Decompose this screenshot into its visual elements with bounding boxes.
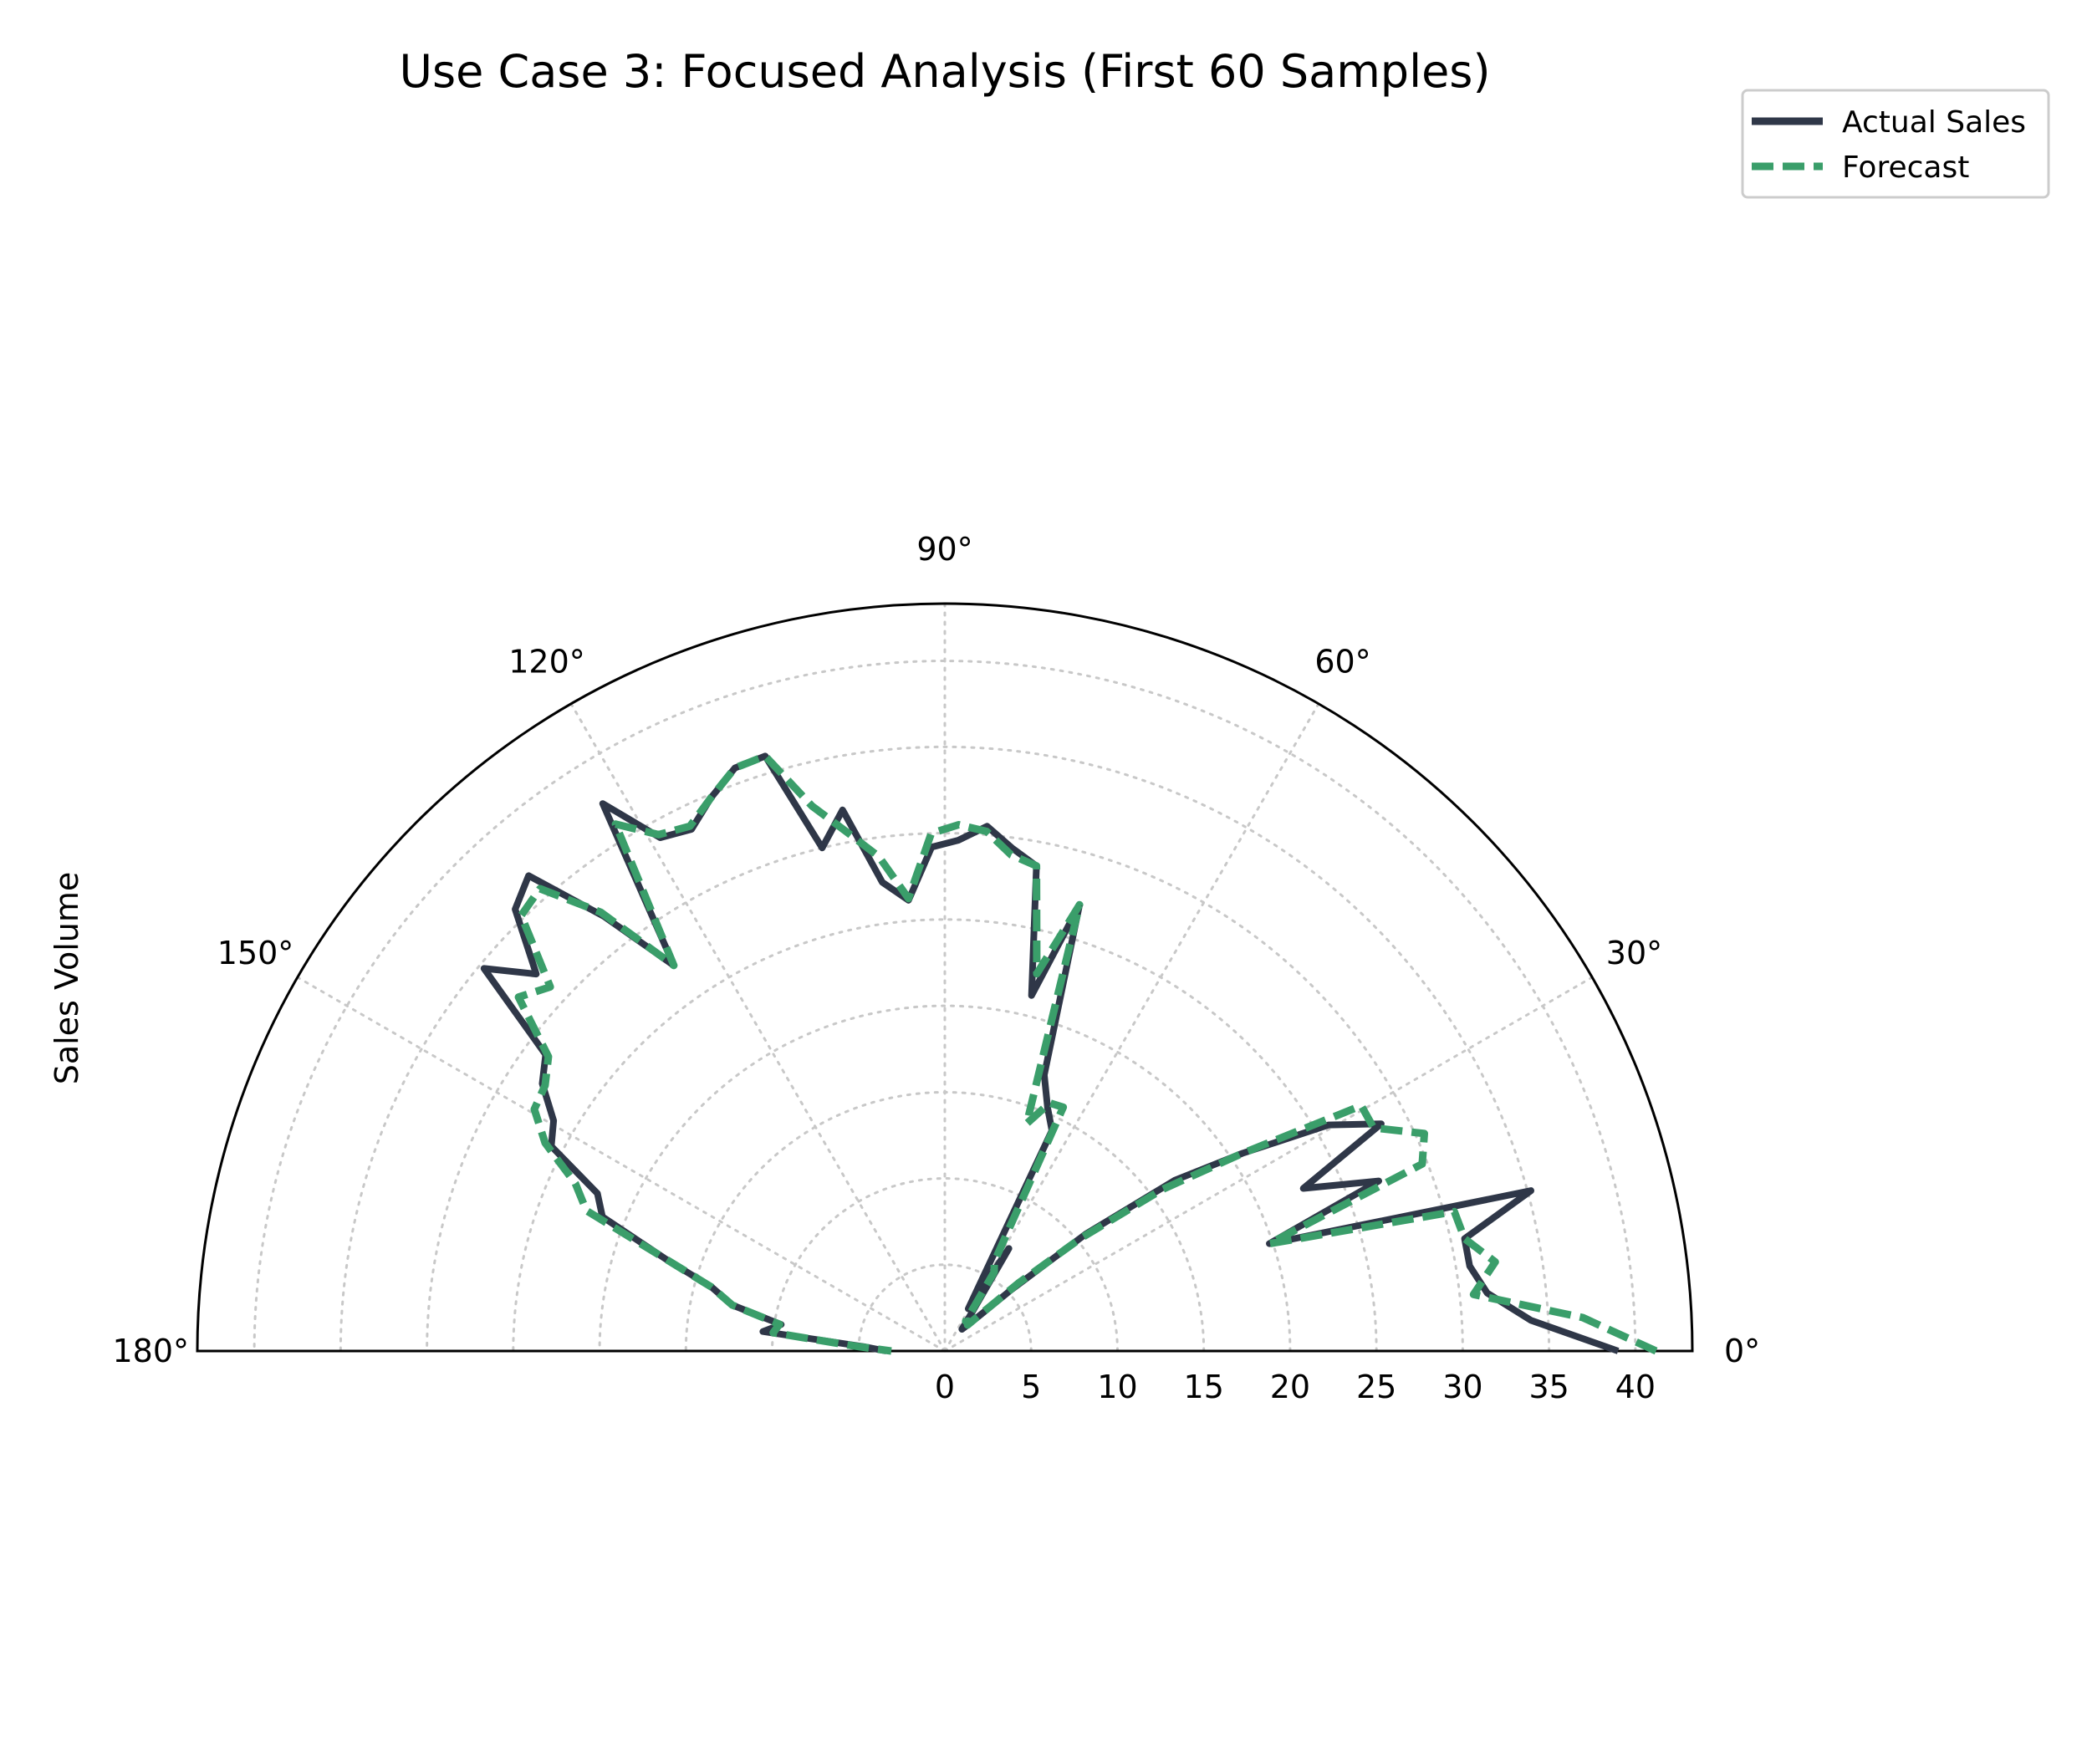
y-axis-label: Sales Volume bbox=[48, 872, 85, 1085]
circular-gridline-15 bbox=[684, 1090, 1206, 1353]
series-line-actual-sales bbox=[480, 752, 1620, 1354]
circular-gridline-25 bbox=[512, 918, 1378, 1353]
grid bbox=[253, 602, 1637, 1353]
legend-label-actual-sales: Actual Sales bbox=[1842, 105, 2026, 140]
r-tick-label-25: 25 bbox=[1356, 1369, 1396, 1405]
theta-tick-label-120: 120° bbox=[508, 644, 585, 681]
circular-gridline-10 bbox=[771, 1177, 1119, 1353]
theta-tick-label-0: 0° bbox=[1724, 1333, 1760, 1369]
circular-gridline-30 bbox=[426, 832, 1464, 1353]
theta-tick-label-60: 60° bbox=[1314, 644, 1370, 681]
plot-frame bbox=[196, 602, 1694, 1353]
r-tick-label-20: 20 bbox=[1270, 1369, 1310, 1405]
r-tick-label-5: 5 bbox=[1021, 1369, 1041, 1405]
r-tick-label-40: 40 bbox=[1615, 1369, 1656, 1405]
theta-tick-label-90: 90° bbox=[916, 531, 972, 568]
r-tick-label-0: 0 bbox=[935, 1369, 955, 1405]
radial-gridline-150 bbox=[296, 976, 947, 1353]
series-line-forecast bbox=[514, 752, 1658, 1355]
r-tick-label-35: 35 bbox=[1528, 1369, 1569, 1405]
legend-box bbox=[1741, 89, 2050, 199]
circular-gridline-35 bbox=[340, 747, 1549, 1351]
tick-labels: 0° 30° 60° 90° 120° 150° 180° 0 5 10 15 20 25 30 35 40 bbox=[112, 531, 1760, 1405]
theta-tick-label-150: 150° bbox=[217, 935, 294, 971]
r-tick-label-30: 30 bbox=[1442, 1369, 1482, 1405]
theta-tick-label-180: 180° bbox=[112, 1333, 189, 1369]
legend-label-forecast: Forecast bbox=[1842, 150, 1969, 185]
circular-gridline-40 bbox=[253, 659, 1637, 1353]
r-tick-label-10: 10 bbox=[1097, 1369, 1137, 1405]
series-lines bbox=[480, 752, 1658, 1355]
theta-tick-label-30: 30° bbox=[1606, 935, 1662, 971]
r-tick-label-15: 15 bbox=[1184, 1369, 1224, 1405]
radial-gridline-120 bbox=[569, 702, 947, 1353]
chart-title: Use Case 3: Focused Analysis (First 60 S… bbox=[399, 45, 1490, 98]
circular-gridline-5 bbox=[857, 1264, 1033, 1353]
legend: Actual Sales Forecast bbox=[1741, 89, 2050, 199]
polar-outline bbox=[196, 602, 1694, 1353]
